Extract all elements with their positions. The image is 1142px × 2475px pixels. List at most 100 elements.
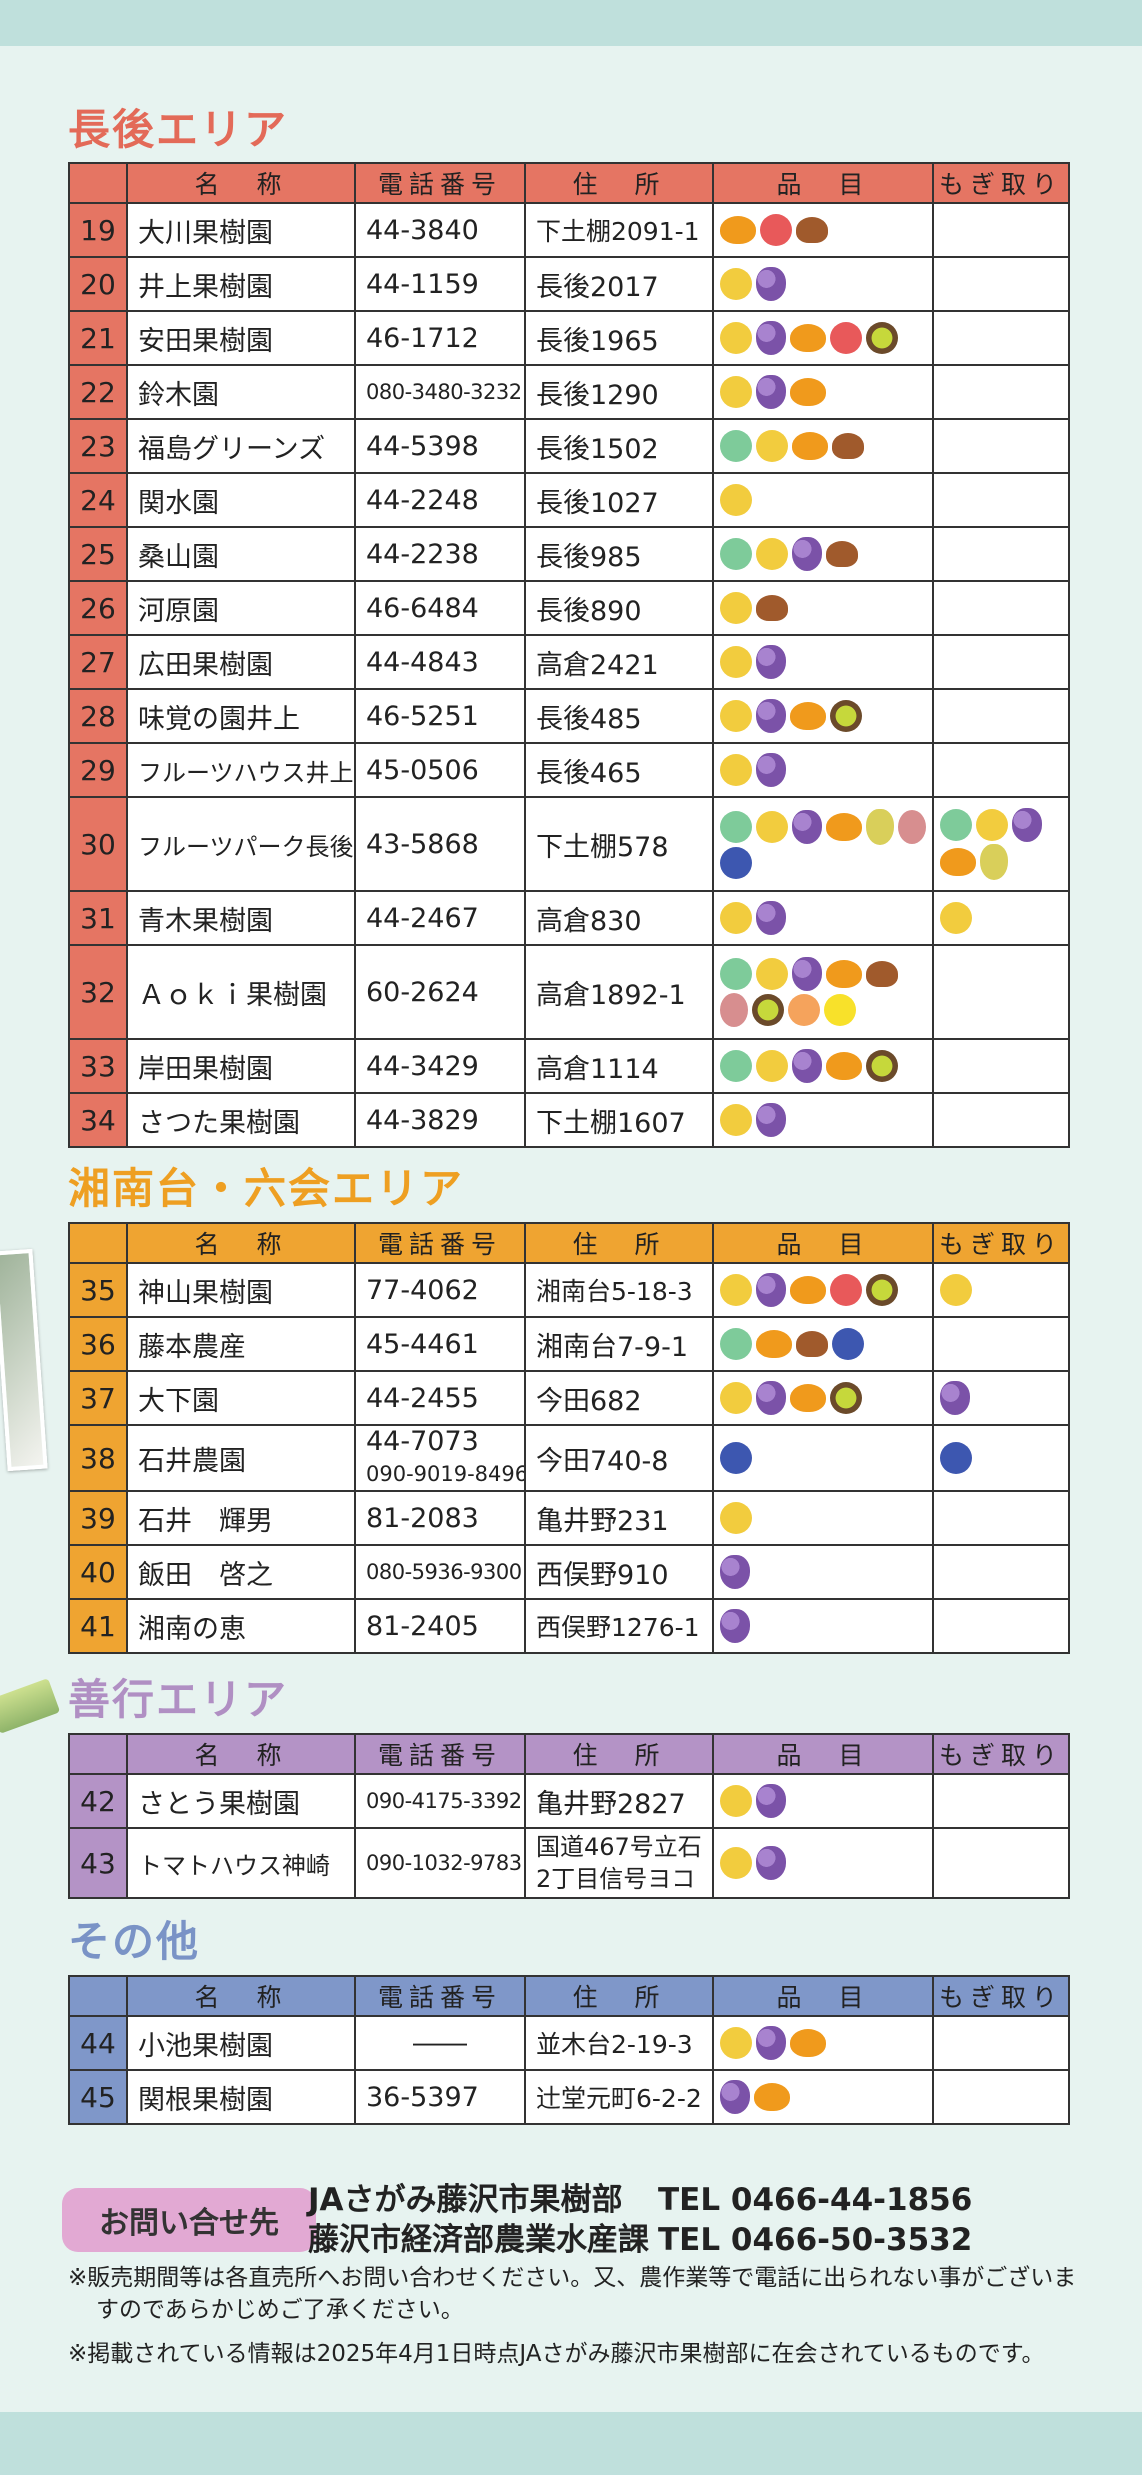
kiwi-icon [866,1050,898,1082]
farm-items [712,1262,934,1318]
row-number: 30 [68,796,128,892]
fruit-icons [720,321,926,355]
grape-icon [756,1381,786,1415]
table-row: 42 さとう果樹園 090-4175-3392 亀井野2827 [68,1773,1070,1829]
table-row: 43 トマトハウス神崎 090-1032-9783 国道467号立石 2丁目信号ヨコ [68,1827,1070,1899]
farm-phone: 44-2248 [354,472,526,528]
farm-phone: ―― [354,2015,526,2071]
farm-items [712,1490,934,1546]
chestnut-icon [796,217,828,243]
farm-items [712,1598,934,1654]
table-row: 37 大下園 44-2455 今田682 [68,1370,1070,1426]
farm-phone: 60-2624 [354,944,526,1040]
farm-name: 河原園 [126,580,356,636]
grape-icon [1012,808,1042,842]
header-cell-number [68,1975,128,2017]
fruit-icons [720,1049,926,1083]
western-pear-icon [866,809,894,845]
apple-icon [830,322,862,354]
kiwi-icon [866,1274,898,1306]
farm-name: トマトハウス神崎 [126,1827,356,1899]
farm-picking [932,1370,1070,1426]
farm-address: 高倉1892-1 [524,944,714,1040]
melon-icon [720,958,752,990]
farm-picking [932,580,1070,636]
farm-name: 井上果樹園 [126,256,356,312]
note-text: ※掲載されている情報は2025年4月1日時点JAさがみ藤沢市果樹部に在会されてい… [68,2341,1045,2367]
citrus-icon [824,994,856,1026]
farm-name: 藤本農産 [126,1316,356,1372]
farm-phone: 44-7073 090-9019-8496 [354,1424,526,1492]
farm-address: 湘南台7-9-1 [524,1316,714,1372]
farm-items [712,1316,934,1372]
farm-items [712,526,934,582]
table-row: 31 青木果樹園 44-2467 高倉830 [68,890,1070,946]
farm-items [712,890,934,946]
table-row: 26 河原園 46-6484 長後890 [68,580,1070,636]
bottom-band [0,2412,1142,2475]
farm-items [712,364,934,420]
farm-phone: 090-1032-9783 [354,1827,526,1899]
row-number: 41 [68,1598,128,1654]
farm-name: さとう果樹園 [126,1773,356,1829]
farm-picking [932,944,1070,1040]
farm-address: 下土棚1607 [524,1092,714,1148]
farm-items [712,1092,934,1148]
farm-items [712,2069,934,2125]
header-cell-number [68,1733,128,1775]
farm-name: 神山果樹園 [126,1262,356,1318]
blueberry-icon [940,1442,972,1474]
chestnut-icon [832,433,864,459]
farm-items [712,944,934,1040]
farm-picking [932,2069,1070,2125]
table-row: 33 岸田果樹園 44-3429 高倉1114 [68,1038,1070,1094]
farm-items [712,580,934,636]
fruit-icons [720,484,926,516]
blueberry-icon [720,847,752,879]
contact-badge: お問い合せ先 [62,2188,316,2252]
header-cell: 名 称 [126,1733,356,1775]
farm-name: 青木果樹園 [126,890,356,946]
farm-name: 飯田 啓之 [126,1544,356,1600]
table-row: 22 鈴木園 080-3480-3232 長後1290 [68,364,1070,420]
row-number: 35 [68,1262,128,1318]
farm-phone: 44-3829 [354,1092,526,1148]
kiwi-icon [830,700,862,732]
chestnut-icon [866,961,898,987]
farm-table: 名 称電話番号住 所品 目もぎ取り 19 大川果樹園 44-3840 下土棚2091-1… [68,162,1070,1148]
japanese-pear-icon [720,592,752,624]
grape-icon [756,645,786,679]
fruit-icons [720,1273,926,1307]
area-title: その他 [68,1917,201,1966]
fruit-icons [720,645,926,679]
contact-row: 藤沢市経済部農業水産課 TEL 0466-50-3532 [308,2220,972,2260]
table-row: 32 Ａｏｋｉ果樹園 60-2624 高倉1892-1 [68,944,1070,1040]
farm-picking [932,1316,1070,1372]
header-cell: 名 称 [126,162,356,204]
farm-phone: 81-2405 [354,1598,526,1654]
farm-picking [932,2015,1070,2071]
farm-phone: 77-4062 [354,1262,526,1318]
grape-icon [756,1846,786,1880]
farm-picking [932,1544,1070,1600]
farm-items [712,256,934,312]
farm-phone: 080-3480-3232 [354,364,526,420]
row-number: 25 [68,526,128,582]
fruit-icons [720,1784,926,1818]
blueberry-icon [832,1328,864,1360]
japanese-pear-icon [720,902,752,934]
japanese-pear-icon [720,268,752,300]
row-number: 31 [68,890,128,946]
farm-address: 高倉2421 [524,634,714,690]
grape-icon [792,1049,822,1083]
apple-icon [760,214,792,246]
table-row: 20 井上果樹園 44-1159 長後2017 [68,256,1070,312]
peach-icon [788,994,820,1026]
header-cell: 品 目 [712,162,934,204]
farm-picking [932,1424,1070,1492]
table-row: 24 関水園 44-2248 長後1027 [68,472,1070,528]
header-cell: 住 所 [524,162,714,204]
melon-icon [720,1328,752,1360]
farm-items [712,796,934,892]
grape-icon [756,1103,786,1137]
